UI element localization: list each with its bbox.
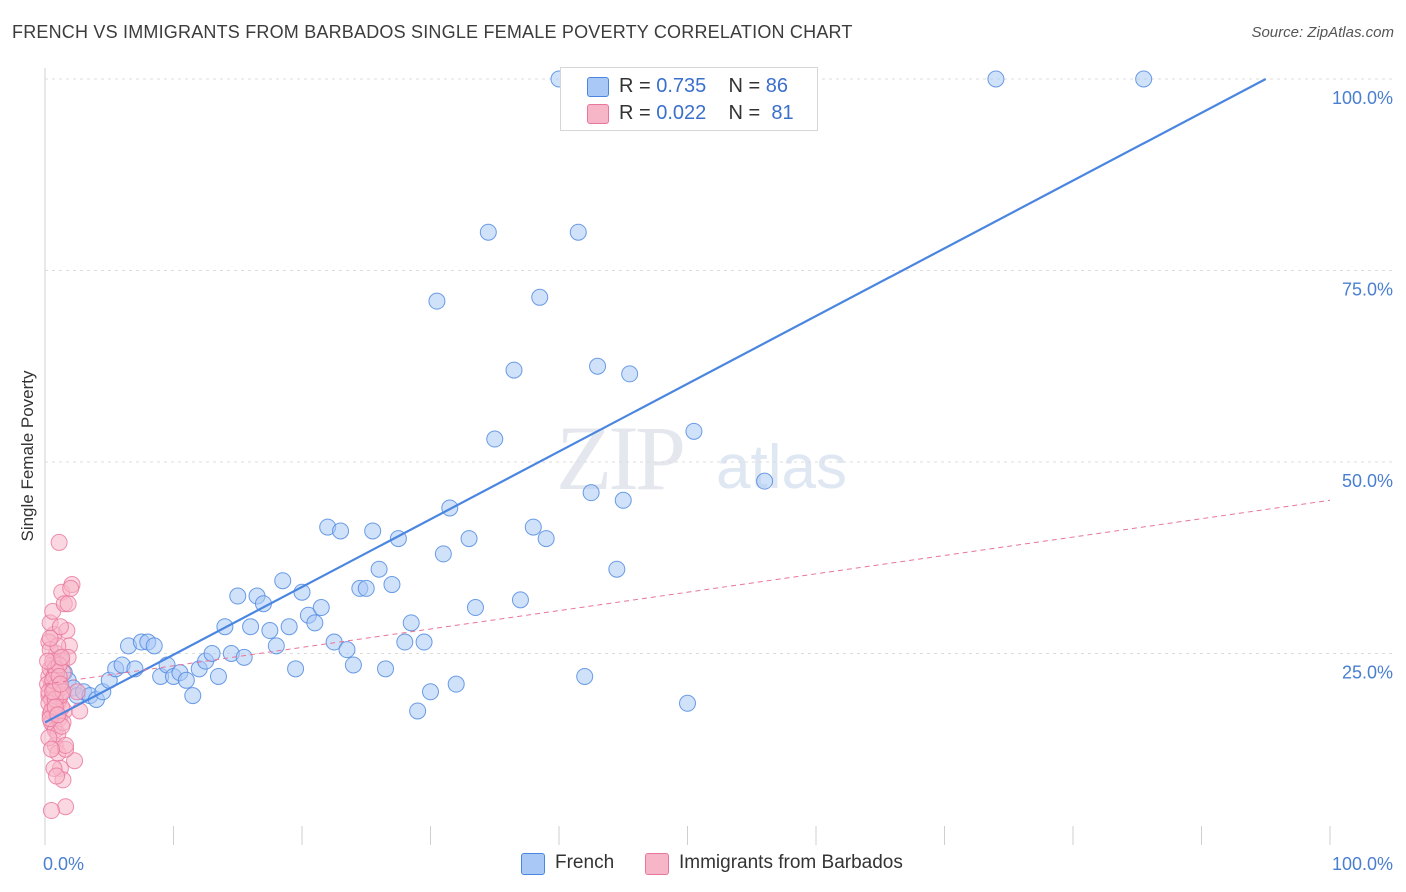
legend-swatch-french-bottom (521, 853, 545, 875)
french-point-70 (524, 518, 542, 536)
barbados-point-73 (48, 767, 66, 785)
french-point-21 (177, 671, 195, 689)
french-point-16 (145, 637, 163, 655)
french-point-47 (344, 656, 362, 674)
french-point-66 (479, 223, 497, 241)
french-point-74 (569, 223, 587, 241)
french-point-45 (332, 522, 350, 540)
french-trend-line (44, 78, 1267, 724)
french-point-57 (409, 702, 427, 720)
barbados-point-21 (57, 798, 75, 816)
french-point-59 (422, 683, 439, 701)
french-point-72 (537, 530, 555, 548)
barbados-point-67 (57, 736, 75, 754)
french-point-34 (261, 622, 279, 640)
french-point-37 (280, 618, 298, 636)
french-point-69 (511, 591, 529, 609)
french-point-67 (486, 430, 504, 448)
french-point-25 (203, 645, 221, 662)
chart-title: FRENCH VS IMMIGRANTS FROM BARBADOS SINGL… (12, 22, 853, 42)
french-point-65 (466, 599, 484, 617)
french-point-83 (679, 694, 696, 712)
french-point-38 (287, 660, 305, 678)
french-point-71 (531, 288, 549, 306)
french-point-82 (685, 422, 703, 440)
correlation-legend: R = 0.735 N = 86 R = 0.022 N = 81 (560, 67, 818, 131)
y-tick-label-3: 100.0% (1332, 88, 1393, 108)
french-point-52 (377, 660, 395, 678)
french-point-35 (267, 637, 285, 655)
watermark-zip: ZIP (556, 407, 686, 509)
barbados-point-75 (53, 648, 71, 666)
french-point-46 (338, 641, 356, 659)
french-point-29 (229, 587, 247, 605)
legend-label-barbados: Immigrants from Barbados (679, 852, 903, 873)
french-point-26 (209, 667, 227, 685)
french-point-75 (576, 667, 594, 685)
barbados-point-71 (42, 740, 60, 758)
french-point-63 (447, 675, 465, 693)
watermark-atlas: atlas (716, 433, 847, 502)
barbados-point-23 (50, 533, 68, 551)
french-point-68 (505, 361, 523, 379)
french-point-76 (582, 484, 600, 502)
barbados-point-76 (41, 629, 59, 647)
barbados-point-29 (66, 752, 84, 770)
french-point-51 (370, 560, 388, 578)
legend-label-french: French (555, 852, 615, 873)
barbados-point-60 (39, 652, 57, 670)
barbados-point-30 (68, 683, 86, 701)
series-legend: French Immigrants from Barbados (0, 852, 1406, 878)
french-point-22 (184, 687, 202, 705)
french-point-31 (242, 618, 260, 636)
french-point-36 (274, 572, 292, 590)
french-point-55 (396, 633, 414, 651)
french-point-79 (614, 491, 632, 509)
french-point-60 (428, 292, 446, 310)
y-tick-label-1: 50.0% (1342, 471, 1393, 491)
french-point-84 (756, 472, 774, 490)
legend-swatch-barbados-bottom (645, 853, 669, 875)
barbados-point-68 (59, 595, 77, 613)
source-credit: Source: ZipAtlas.com (1251, 24, 1394, 41)
french-point-56 (402, 614, 420, 632)
y-tick-label-2: 75.0% (1342, 280, 1393, 300)
x-tick-label-0: 0.0% (43, 854, 84, 874)
barbados-point-65 (51, 618, 69, 636)
y-tick-label-0: 25.0% (1342, 663, 1393, 683)
legend-swatch-barbados (587, 104, 609, 124)
legend-swatch-french (587, 77, 609, 97)
french-point-77 (589, 357, 607, 375)
french-point-80 (621, 365, 639, 383)
x-tick-label-1: 100.0% (1332, 854, 1393, 874)
french-point-85 (987, 70, 1005, 88)
barbados-point-22 (42, 802, 60, 820)
legend-stats-barbados: R = 0.022 N = 81 (619, 102, 794, 124)
french-point-49 (357, 579, 375, 597)
french-point-30 (235, 648, 253, 666)
french-point-41 (306, 614, 324, 632)
french-point-53 (383, 576, 401, 594)
french-point-78 (608, 560, 626, 578)
legend-stats-french: R = 0.735 N = 86 (619, 75, 789, 97)
french-point-61 (434, 545, 452, 563)
french-point-58 (415, 633, 433, 651)
barbados-trend-line (44, 499, 1331, 685)
french-point-50 (364, 522, 382, 540)
french-point-86 (1135, 70, 1153, 88)
barbados-point-80 (51, 675, 69, 693)
french-point-64 (460, 530, 478, 548)
french-point-42 (312, 599, 330, 617)
barbados-point-69 (62, 579, 80, 597)
